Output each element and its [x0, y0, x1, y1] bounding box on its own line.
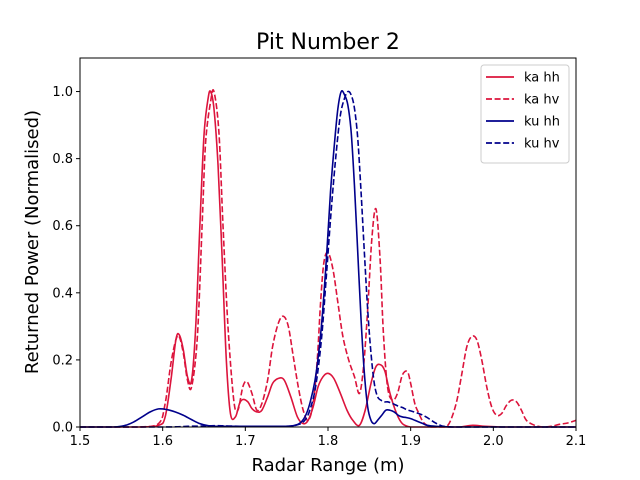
y-axis-label: Returned Power (Normalised)	[22, 110, 43, 374]
y-tick-label: 0.0	[52, 421, 73, 436]
legend-label: ka hv	[524, 93, 560, 108]
series-line-ku-hh	[80, 90, 576, 428]
y-tick-label: 0.6	[52, 219, 73, 234]
legend-label: ka hh	[524, 71, 560, 86]
y-tick-label: 0.2	[52, 353, 73, 368]
x-tick-label: 2.1	[566, 434, 587, 449]
x-axis-label: Radar Range (m)	[251, 455, 404, 476]
chart-title: Pit Number 2	[256, 30, 400, 55]
x-tick-label: 1.7	[235, 434, 256, 449]
legend-label: ku hv	[524, 137, 560, 152]
plot-frame	[79, 57, 577, 428]
series-line-ka-hv	[80, 89, 577, 428]
x-tick-label: 1.5	[70, 434, 91, 449]
x-tick-label: 2.0	[483, 434, 504, 449]
x-tick-label: 1.6	[152, 434, 173, 449]
series-line-ku-hv	[80, 90, 576, 428]
y-tick-label: 0.4	[52, 286, 73, 301]
x-tick-label: 1.8	[318, 434, 339, 449]
x-tick-label: 1.9	[400, 434, 421, 449]
tick-layer: 1.5 1.6 1.7 1.8 1.9 2.0 2.1 0.0 0.2 0.4 0.6 0.8 1.0	[52, 85, 586, 449]
legend: ka hh ka hv ku hh ku hv	[480, 64, 570, 164]
legend-label: ku hh	[524, 115, 560, 130]
y-tick-label: 0.8	[52, 152, 73, 167]
y-tick-label: 1.0	[52, 85, 73, 100]
legend-box	[480, 64, 570, 164]
